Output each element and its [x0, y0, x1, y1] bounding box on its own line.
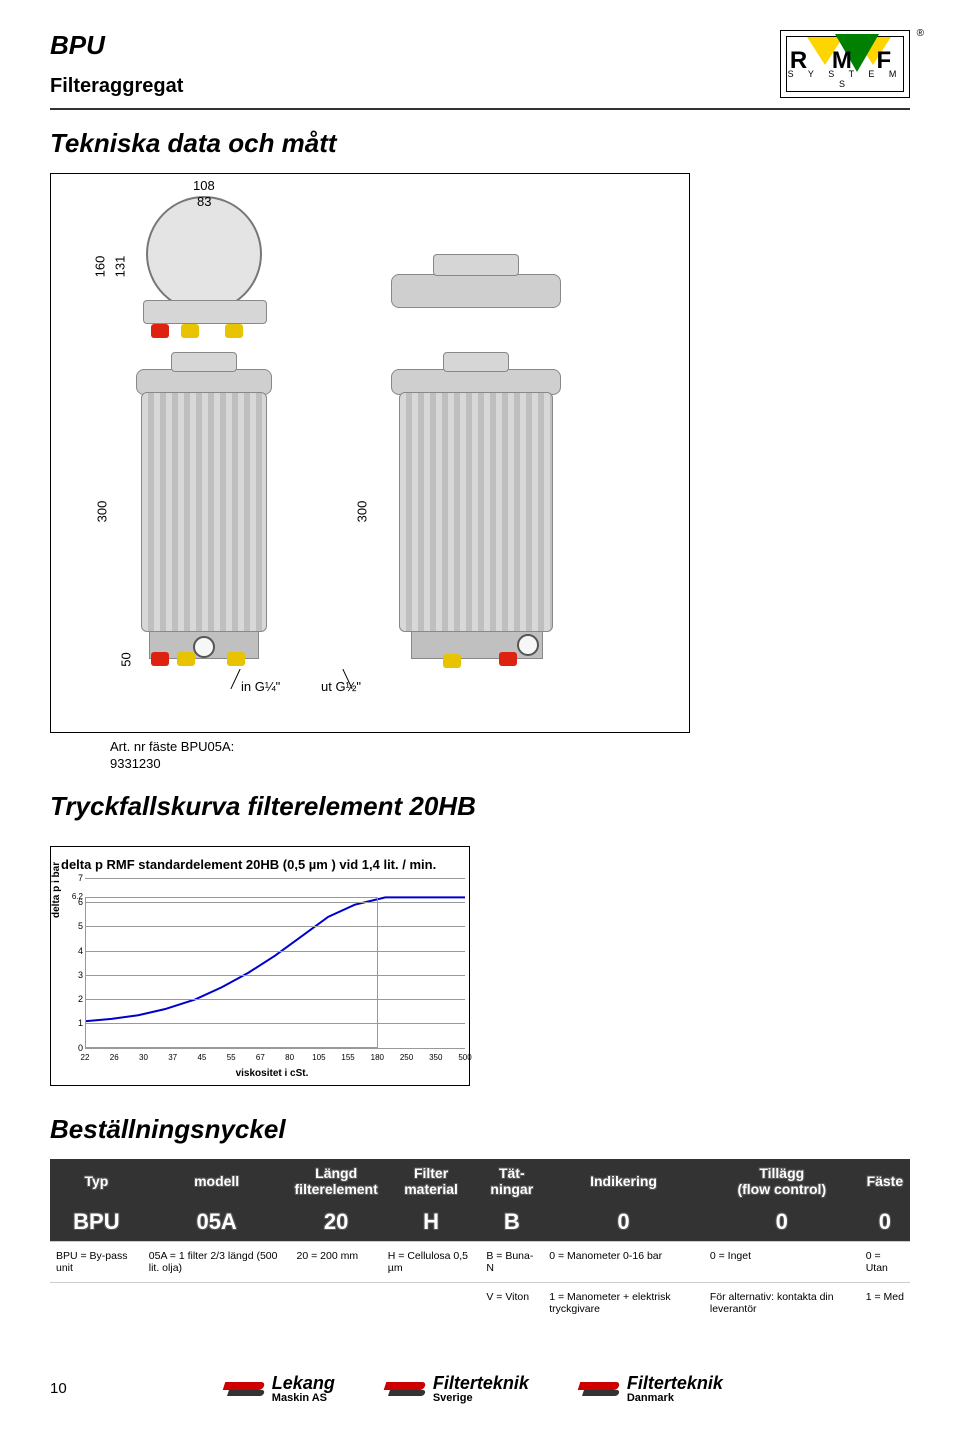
key-desc-cell: 1 = Med	[860, 1282, 910, 1323]
key-header: modell	[143, 1159, 291, 1203]
order-key-table: TypmodellLängdfilterelementFiltermateria…	[50, 1159, 910, 1323]
chart-xtick: 67	[256, 1053, 265, 1062]
header: BPU Filteraggregat R M F S Y S T E M S	[50, 30, 910, 98]
chart-ytick: 2	[63, 994, 83, 1004]
chart-ytick: 5	[63, 921, 83, 931]
key-desc-cell: 0 = Inget	[704, 1241, 860, 1282]
key-desc-cell: H = Cellulosa 0,5 µm	[382, 1241, 481, 1282]
key-big-cell: BPU	[50, 1203, 143, 1242]
chart-xtick: 105	[312, 1053, 325, 1062]
key-desc-cell	[382, 1282, 481, 1323]
key-header: Fäste	[860, 1159, 910, 1203]
chart-ytick-extra: 6.2	[63, 892, 83, 901]
key-big-cell: 20	[291, 1203, 382, 1242]
key-header: Filtermaterial	[382, 1159, 481, 1203]
footer-logo: FilterteknikDanmark	[579, 1373, 723, 1404]
key-desc-cell: V = Viton	[480, 1282, 543, 1323]
section-tech-data: Tekniska data och mått	[50, 128, 910, 159]
section-pressure-curve: Tryckfallskurva filterelement 20HB	[50, 791, 910, 822]
chart-xtick: 55	[227, 1053, 236, 1062]
port-in: in G¼"	[241, 679, 280, 694]
chart-xtick: 250	[400, 1053, 413, 1062]
dim-108: 108	[193, 178, 215, 193]
page-title: BPU	[50, 30, 183, 61]
divider	[50, 108, 910, 110]
key-header: Tillägg(flow control)	[704, 1159, 860, 1203]
chart-ytick: 4	[63, 946, 83, 956]
key-desc-cell	[291, 1282, 382, 1323]
key-desc-cell: 0 = Manometer 0-16 bar	[543, 1241, 704, 1282]
dim-83: 83	[197, 194, 211, 209]
chart-ytick: 7	[63, 873, 83, 883]
chart-ytick: 0	[63, 1043, 83, 1053]
page-subtitle: Filteraggregat	[50, 75, 183, 98]
chart-xtick: 37	[168, 1053, 177, 1062]
key-header: Typ	[50, 1159, 143, 1203]
key-big-cell: 0	[543, 1203, 704, 1242]
key-desc-cell: B = Buna-N	[480, 1241, 543, 1282]
chart-plot-area: 012345676.222263037455567801051551802503…	[85, 878, 465, 1048]
key-desc-cell: 0 = Utan	[860, 1241, 910, 1282]
key-big-cell: 05A	[143, 1203, 291, 1242]
chart-xtick: 30	[139, 1053, 148, 1062]
key-desc-cell: BPU = By-pass unit	[50, 1241, 143, 1282]
page-number: 10	[50, 1380, 67, 1397]
logo-subtext: S Y S T E M S	[787, 69, 903, 89]
swoosh-icon	[579, 1376, 623, 1400]
chart-ylabel: delta p i bar	[51, 862, 62, 918]
key-desc-cell	[143, 1282, 291, 1323]
key-header: Tät-ningar	[480, 1159, 543, 1203]
technical-drawing: 108 83 160 131 300 50 in G¼" ut G½" 300	[50, 173, 690, 733]
footer: 10 LekangMaskin AS FilterteknikSverige Fil…	[50, 1373, 910, 1404]
key-header: Indikering	[543, 1159, 704, 1203]
key-desc-cell: 1 = Manometer + elektrisk tryckgivare	[543, 1282, 704, 1323]
key-big-cell: 0	[860, 1203, 910, 1242]
chart-xtick: 500	[458, 1053, 471, 1062]
key-desc-cell	[50, 1282, 143, 1323]
key-big-cell: H	[382, 1203, 481, 1242]
key-header: Längdfilterelement	[291, 1159, 382, 1203]
chart-xtick: 350	[429, 1053, 442, 1062]
chart-ytick: 1	[63, 1018, 83, 1028]
footer-logo: LekangMaskin AS	[224, 1373, 335, 1404]
chart-xtick: 22	[81, 1053, 90, 1062]
key-big-cell: 0	[704, 1203, 860, 1242]
key-big-cell: B	[480, 1203, 543, 1242]
key-desc-cell: 20 = 200 mm	[291, 1241, 382, 1282]
chart-xtick: 45	[197, 1053, 206, 1062]
key-desc-cell: För alternativ: kontakta din leverantör	[704, 1282, 860, 1323]
registered-mark: ®	[917, 28, 924, 39]
art-number: Art. nr fäste BPU05A: 9331230	[110, 739, 910, 773]
footer-logo: FilterteknikSverige	[385, 1373, 529, 1404]
chart-xtick: 80	[285, 1053, 294, 1062]
swoosh-icon	[224, 1376, 268, 1400]
dim-300a: 300	[94, 501, 109, 523]
dim-50: 50	[119, 652, 134, 666]
dim-160: 160	[92, 256, 107, 278]
chart-container: delta p RMF standardelement 20HB (0,5 µm…	[50, 846, 910, 1086]
section-order-key: Beställningsnyckel	[50, 1114, 910, 1145]
swoosh-icon	[385, 1376, 429, 1400]
key-desc-cell: 05A = 1 filter 2/3 längd (500 lit. olja)	[143, 1241, 291, 1282]
chart-xtick: 26	[110, 1053, 119, 1062]
dim-131: 131	[112, 256, 127, 278]
chart-title: delta p RMF standardelement 20HB (0,5 µm…	[61, 857, 459, 872]
chart-ytick: 3	[63, 970, 83, 980]
chart-xtick: 180	[371, 1053, 384, 1062]
chart-xtick: 155	[341, 1053, 354, 1062]
rmf-logo: R M F S Y S T E M S	[780, 30, 910, 98]
chart-xlabel: viskositet i cSt.	[85, 1068, 459, 1079]
dim-300b: 300	[354, 501, 369, 523]
port-out: ut G½"	[321, 679, 361, 694]
